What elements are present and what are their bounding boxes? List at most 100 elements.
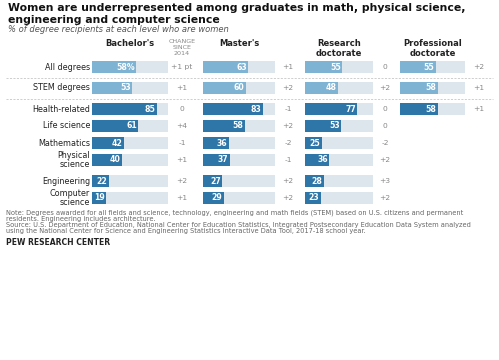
Text: Note: Degrees awarded for all fields and science, technology, engineering and ma: Note: Degrees awarded for all fields and… — [6, 210, 463, 216]
Text: 85: 85 — [144, 104, 155, 113]
FancyBboxPatch shape — [400, 103, 438, 115]
FancyBboxPatch shape — [92, 192, 106, 204]
Text: 58: 58 — [233, 122, 243, 130]
Text: 29: 29 — [212, 194, 223, 202]
FancyBboxPatch shape — [92, 61, 168, 73]
Text: 0: 0 — [383, 123, 387, 129]
Text: 40: 40 — [110, 156, 121, 165]
Text: % of degree recipients at each level who are women: % of degree recipients at each level who… — [8, 25, 229, 34]
FancyBboxPatch shape — [203, 175, 223, 187]
FancyBboxPatch shape — [203, 61, 275, 73]
Text: +2: +2 — [282, 195, 293, 201]
Text: 63: 63 — [236, 63, 247, 72]
Text: -1: -1 — [284, 157, 292, 163]
Text: +2: +2 — [282, 85, 293, 91]
Text: +1: +1 — [177, 195, 188, 201]
Text: Physical
science: Physical science — [57, 150, 90, 169]
FancyBboxPatch shape — [305, 61, 342, 73]
FancyBboxPatch shape — [203, 103, 275, 115]
Text: 53: 53 — [329, 122, 339, 130]
Text: Professional
doctorate: Professional doctorate — [403, 39, 462, 58]
Text: Source: U.S. Department of Education, National Center for Education Statistics, : Source: U.S. Department of Education, Na… — [6, 222, 471, 228]
Text: +1: +1 — [474, 106, 485, 112]
Text: residents. Engineering includes architecture.: residents. Engineering includes architec… — [6, 216, 156, 222]
FancyBboxPatch shape — [400, 103, 465, 115]
FancyBboxPatch shape — [203, 120, 245, 132]
Text: -2: -2 — [284, 140, 292, 146]
Text: 0: 0 — [383, 64, 387, 70]
Text: 19: 19 — [94, 194, 105, 202]
FancyBboxPatch shape — [305, 137, 322, 149]
Text: 42: 42 — [112, 139, 122, 148]
FancyBboxPatch shape — [305, 120, 373, 132]
FancyBboxPatch shape — [305, 82, 373, 94]
Text: 36: 36 — [217, 139, 228, 148]
Text: +2: +2 — [379, 195, 391, 201]
FancyBboxPatch shape — [203, 137, 275, 149]
Text: CHANGE
SINCE
2014: CHANGE SINCE 2014 — [169, 39, 196, 55]
Text: STEM degrees: STEM degrees — [33, 84, 90, 93]
Text: 22: 22 — [96, 176, 107, 185]
FancyBboxPatch shape — [92, 103, 168, 115]
FancyBboxPatch shape — [305, 82, 338, 94]
FancyBboxPatch shape — [203, 82, 246, 94]
Text: +2: +2 — [177, 178, 188, 184]
Text: +2: +2 — [474, 64, 485, 70]
FancyBboxPatch shape — [203, 103, 263, 115]
FancyBboxPatch shape — [305, 120, 341, 132]
Text: Bachelor's: Bachelor's — [105, 39, 155, 48]
FancyBboxPatch shape — [305, 103, 373, 115]
Text: 36: 36 — [317, 156, 328, 165]
Text: 0: 0 — [180, 106, 184, 112]
FancyBboxPatch shape — [305, 192, 373, 204]
Text: +1: +1 — [177, 157, 188, 163]
Text: 55: 55 — [330, 63, 341, 72]
FancyBboxPatch shape — [305, 61, 373, 73]
Text: PEW RESEARCH CENTER: PEW RESEARCH CENTER — [6, 238, 110, 247]
Text: 25: 25 — [310, 139, 320, 148]
FancyBboxPatch shape — [305, 175, 324, 187]
FancyBboxPatch shape — [92, 120, 138, 132]
Text: +2: +2 — [379, 85, 391, 91]
Text: Engineering: Engineering — [42, 176, 90, 185]
FancyBboxPatch shape — [400, 82, 438, 94]
Text: All degrees: All degrees — [45, 63, 90, 72]
FancyBboxPatch shape — [92, 82, 132, 94]
FancyBboxPatch shape — [400, 82, 465, 94]
FancyBboxPatch shape — [92, 175, 109, 187]
Text: -1: -1 — [284, 106, 292, 112]
FancyBboxPatch shape — [305, 103, 357, 115]
Text: +2: +2 — [282, 178, 293, 184]
FancyBboxPatch shape — [203, 192, 224, 204]
FancyBboxPatch shape — [92, 175, 168, 187]
Text: 23: 23 — [308, 194, 319, 202]
FancyBboxPatch shape — [305, 175, 373, 187]
Text: 61: 61 — [126, 122, 137, 130]
FancyBboxPatch shape — [203, 82, 275, 94]
FancyBboxPatch shape — [92, 154, 168, 166]
Text: +1: +1 — [474, 85, 485, 91]
Text: Life science: Life science — [42, 122, 90, 130]
Text: 27: 27 — [210, 176, 221, 185]
FancyBboxPatch shape — [203, 154, 230, 166]
FancyBboxPatch shape — [203, 154, 275, 166]
FancyBboxPatch shape — [203, 175, 275, 187]
FancyBboxPatch shape — [203, 137, 229, 149]
Text: 48: 48 — [325, 84, 336, 93]
FancyBboxPatch shape — [305, 192, 321, 204]
Text: 77: 77 — [345, 104, 356, 113]
Text: Computer
science: Computer science — [50, 189, 90, 207]
Text: 58: 58 — [425, 84, 436, 93]
FancyBboxPatch shape — [400, 61, 436, 73]
FancyBboxPatch shape — [305, 154, 373, 166]
FancyBboxPatch shape — [92, 61, 136, 73]
Text: 28: 28 — [312, 176, 322, 185]
FancyBboxPatch shape — [400, 61, 465, 73]
Text: 83: 83 — [250, 104, 261, 113]
Text: using the National Center for Science and Engineering Statistics Interactive Dat: using the National Center for Science an… — [6, 228, 366, 234]
Text: +1: +1 — [177, 85, 188, 91]
Text: Mathematics: Mathematics — [38, 139, 90, 148]
Text: Health-related: Health-related — [32, 104, 90, 113]
Text: 58: 58 — [425, 104, 436, 113]
Text: +2: +2 — [282, 123, 293, 129]
